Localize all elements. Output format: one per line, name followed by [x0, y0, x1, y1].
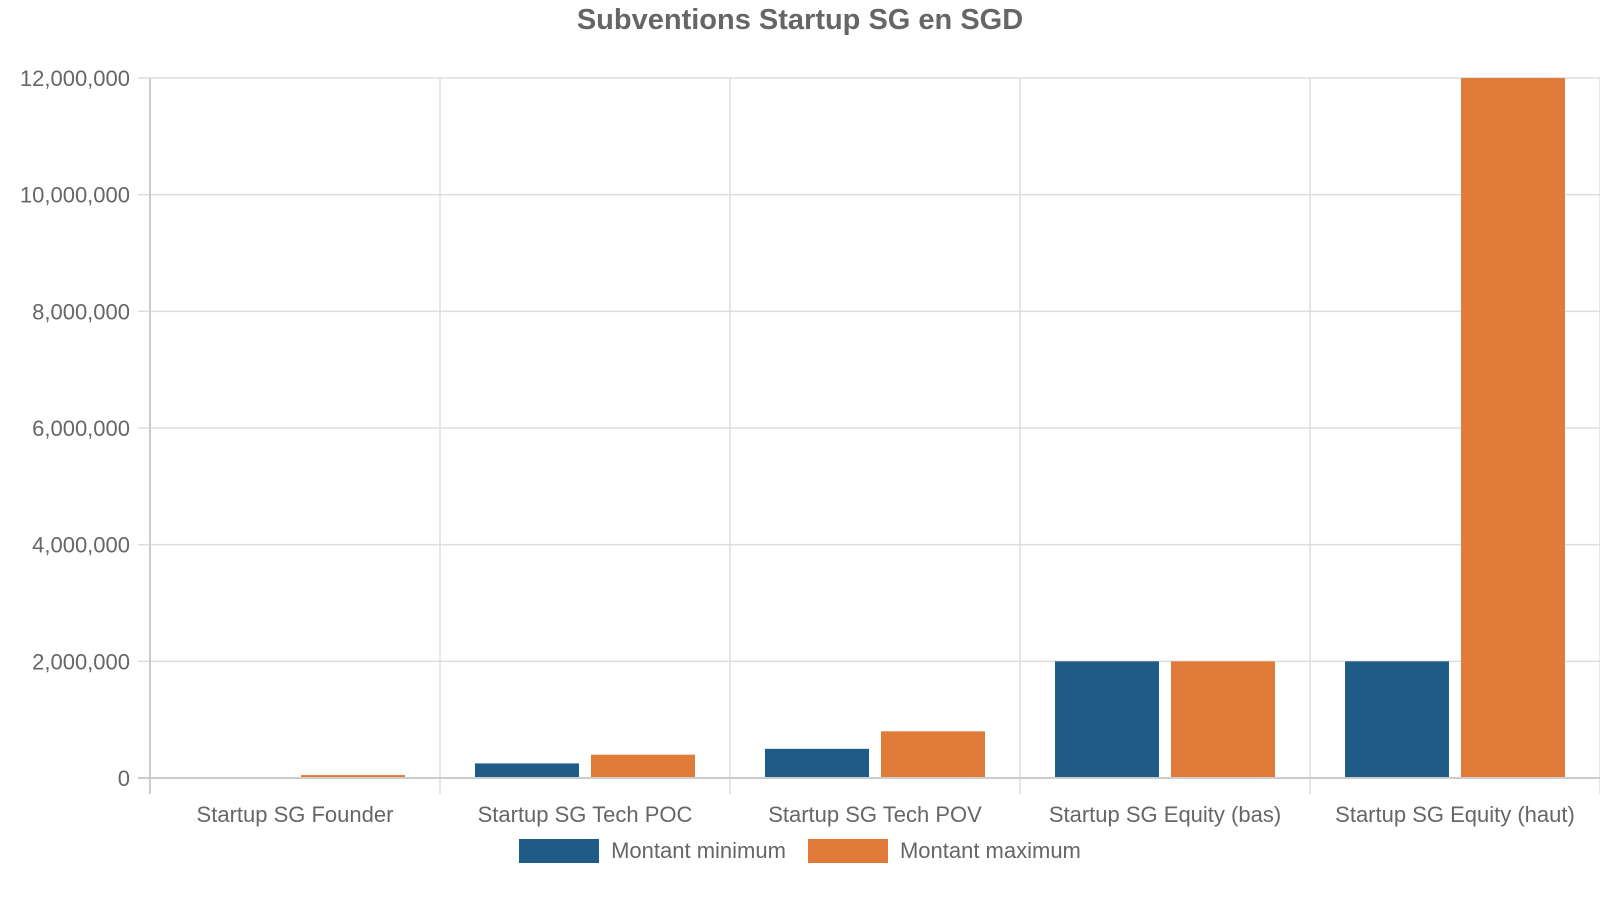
bar-maximum[interactable] [881, 731, 985, 778]
bar-maximum[interactable] [591, 754, 695, 778]
bars [185, 78, 1565, 778]
y-tick-label: 10,000,000 [20, 183, 130, 208]
x-tick-label: Startup SG Equity (bas) [1049, 802, 1281, 827]
y-tick-label: 2,000,000 [32, 649, 130, 674]
legend-label-maximum: Montant maximum [899, 838, 1081, 863]
y-tick-label: 0 [118, 766, 130, 791]
bar-maximum[interactable] [1171, 661, 1275, 778]
legend-item-minimum[interactable]: Montant minimum [519, 838, 786, 864]
y-axis-labels: 0 2,000,000 4,000,000 6,000,000 8,000,000 10,… [20, 66, 130, 791]
bar-maximum[interactable] [301, 775, 405, 778]
y-tick-label: 12,000,000 [20, 66, 130, 91]
chart-title: Subventions Startup SG en SGD [576, 4, 1024, 36]
bar-minimum[interactable] [475, 763, 579, 778]
bar-minimum[interactable] [765, 748, 869, 778]
bar-minimum[interactable] [1345, 661, 1449, 778]
y-tick-label: 4,000,000 [32, 533, 130, 558]
legend-swatch-minimum [519, 839, 600, 863]
legend-swatch-maximum [807, 839, 888, 863]
legend-item-maximum[interactable]: Montant maximum [807, 838, 1081, 864]
x-tick-label: Startup SG Equity (haut) [1335, 802, 1575, 827]
x-tick-label: Startup SG Founder [197, 802, 394, 827]
x-axis-labels: Startup SG Founder Startup SG Tech POC Sta… [197, 802, 1575, 827]
grid-lines [138, 77, 1600, 794]
legend: Montant minimum Montant maximum [0, 838, 1600, 864]
bar-maximum[interactable] [1461, 78, 1565, 778]
legend-label-minimum: Montant minimum [611, 838, 786, 863]
x-tick-label: Startup SG Tech POV [768, 802, 982, 827]
bar-minimum[interactable] [1055, 661, 1159, 778]
y-tick-label: 8,000,000 [32, 299, 130, 324]
axes [138, 78, 1600, 794]
x-tick-label: Startup SG Tech POC [478, 802, 693, 827]
y-tick-label: 6,000,000 [32, 416, 130, 441]
